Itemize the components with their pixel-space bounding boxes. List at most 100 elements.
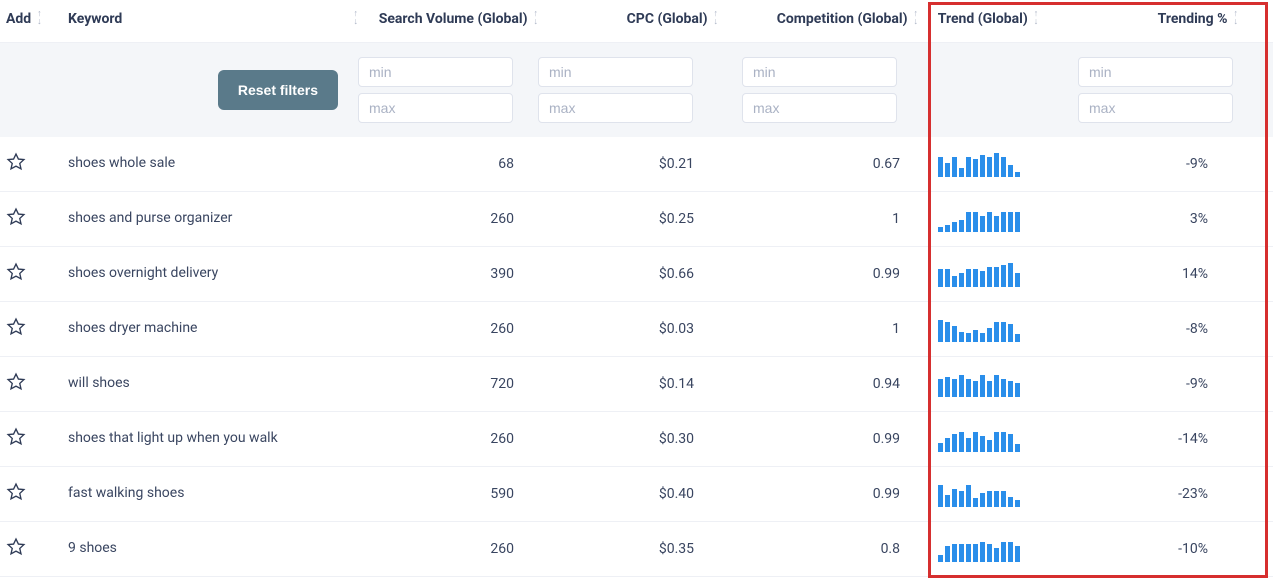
sort-icon: ↑↓: [37, 11, 42, 26]
header-keyword-label: Keyword: [68, 10, 122, 28]
favorite-button[interactable]: [6, 427, 26, 451]
table-row: 9 shoes 260$0.350.8 -10%: [0, 522, 1273, 577]
competition-cell: 0.99: [718, 486, 918, 502]
favorite-button[interactable]: [6, 537, 26, 561]
header-cpc-label: CPC (Global): [627, 10, 708, 28]
favorite-button[interactable]: [6, 482, 26, 506]
competition-cell: 0.99: [718, 431, 918, 447]
cpc-cell: $0.66: [538, 266, 718, 282]
star-icon: [6, 427, 26, 447]
favorite-button[interactable]: [6, 152, 26, 176]
volume-cell: 68: [358, 156, 538, 172]
header-trend[interactable]: Trend (Global) ↑↓: [918, 10, 1058, 28]
competition-cell: 0.99: [718, 266, 918, 282]
volume-cell: 260: [358, 541, 538, 557]
reset-filters-button[interactable]: Reset filters: [218, 70, 338, 110]
header-competition[interactable]: Competition (Global) ↑↓: [718, 10, 918, 28]
cpc-cell: $0.40: [538, 486, 718, 502]
header-trending[interactable]: Trending % ↑↓: [1058, 10, 1238, 28]
keyword-cell: will shoes: [68, 374, 130, 394]
favorite-button[interactable]: [6, 262, 26, 286]
sort-icon: ↑↓: [1034, 11, 1039, 26]
trending-cell: -9%: [1058, 156, 1238, 172]
sort-icon: ↑↓: [1234, 11, 1239, 26]
filter-row: Reset filters: [0, 43, 1273, 137]
competition-cell: 0.67: [718, 156, 918, 172]
table-row: shoes that light up when you walk 260$0.3…: [0, 412, 1273, 467]
volume-min-input[interactable]: [358, 57, 513, 87]
keyword-cell: shoes that light up when you walk: [68, 429, 278, 449]
volume-cell: 390: [358, 266, 538, 282]
star-icon: [6, 537, 26, 557]
trend-sparkline: [938, 206, 1020, 232]
trending-cell: 3%: [1058, 211, 1238, 227]
trending-min-input[interactable]: [1078, 57, 1233, 87]
competition-max-input[interactable]: [742, 93, 897, 123]
cpc-cell: $0.25: [538, 211, 718, 227]
header-cpc[interactable]: CPC (Global) ↑↓: [538, 10, 718, 28]
cpc-cell: $0.14: [538, 376, 718, 392]
header-trend-label: Trend (Global): [938, 10, 1028, 28]
star-icon: [6, 372, 26, 392]
trend-sparkline: [938, 151, 1020, 177]
header-competition-label: Competition (Global): [777, 10, 908, 28]
header-add[interactable]: Add ↑↓: [6, 10, 68, 28]
favorite-button[interactable]: [6, 372, 26, 396]
trending-cell: -23%: [1058, 486, 1238, 502]
keyword-table: Add ↑↓ Keyword ↑↓ Search Volume (Global)…: [0, 0, 1273, 577]
cpc-cell: $0.21: [538, 156, 718, 172]
trending-cell: -9%: [1058, 376, 1238, 392]
trending-cell: -8%: [1058, 321, 1238, 337]
cpc-cell: $0.35: [538, 541, 718, 557]
competition-cell: 1: [718, 211, 918, 227]
cpc-cell: $0.03: [538, 321, 718, 337]
star-icon: [6, 317, 26, 337]
keyword-cell: shoes and purse organizer: [68, 209, 232, 229]
volume-cell: 590: [358, 486, 538, 502]
header-keyword[interactable]: Keyword ↑↓: [68, 10, 358, 28]
volume-cell: 720: [358, 376, 538, 392]
table-row: fast walking shoes 590$0.400.99 -23%: [0, 467, 1273, 522]
competition-min-input[interactable]: [742, 57, 897, 87]
table-row: shoes whole sale 68$0.210.67 -9%: [0, 137, 1273, 192]
header-volume[interactable]: Search Volume (Global) ↑↓: [358, 10, 538, 28]
favorite-button[interactable]: [6, 317, 26, 341]
header-trending-label: Trending %: [1158, 10, 1228, 28]
trend-sparkline: [938, 371, 1020, 397]
star-icon: [6, 482, 26, 502]
star-icon: [6, 262, 26, 282]
cpc-cell: $0.30: [538, 431, 718, 447]
competition-cell: 1: [718, 321, 918, 337]
trending-max-input[interactable]: [1078, 93, 1233, 123]
trending-cell: -14%: [1058, 431, 1238, 447]
trend-sparkline: [938, 316, 1020, 342]
star-icon: [6, 152, 26, 172]
trend-sparkline: [938, 481, 1020, 507]
table-row: will shoes 720$0.140.94 -9%: [0, 357, 1273, 412]
keyword-cell: shoes overnight delivery: [68, 264, 218, 284]
star-icon: [6, 207, 26, 227]
cpc-min-input[interactable]: [538, 57, 693, 87]
keyword-cell: shoes whole sale: [68, 154, 175, 174]
header-add-label: Add: [6, 10, 31, 28]
table-row: shoes dryer machine260$0.031-8%: [0, 302, 1273, 357]
competition-cell: 0.8: [718, 541, 918, 557]
competition-cell: 0.94: [718, 376, 918, 392]
trend-sparkline: [938, 261, 1020, 287]
trend-sparkline: [938, 536, 1020, 562]
volume-cell: 260: [358, 431, 538, 447]
trending-cell: -10%: [1058, 541, 1238, 557]
keyword-cell: 9 shoes: [68, 539, 117, 559]
header-volume-label: Search Volume (Global): [379, 10, 528, 28]
table-header-row: Add ↑↓ Keyword ↑↓ Search Volume (Global)…: [0, 0, 1273, 43]
volume-max-input[interactable]: [358, 93, 513, 123]
trend-sparkline: [938, 426, 1020, 452]
keyword-cell: fast walking shoes: [68, 484, 184, 504]
volume-cell: 260: [358, 211, 538, 227]
table-row: shoes and purse organizer 260$0.251 3%: [0, 192, 1273, 247]
volume-cell: 260: [358, 321, 538, 337]
favorite-button[interactable]: [6, 207, 26, 231]
cpc-max-input[interactable]: [538, 93, 693, 123]
table-row: shoes overnight delivery 390$0.660.99 14%: [0, 247, 1273, 302]
trending-cell: 14%: [1058, 266, 1238, 282]
